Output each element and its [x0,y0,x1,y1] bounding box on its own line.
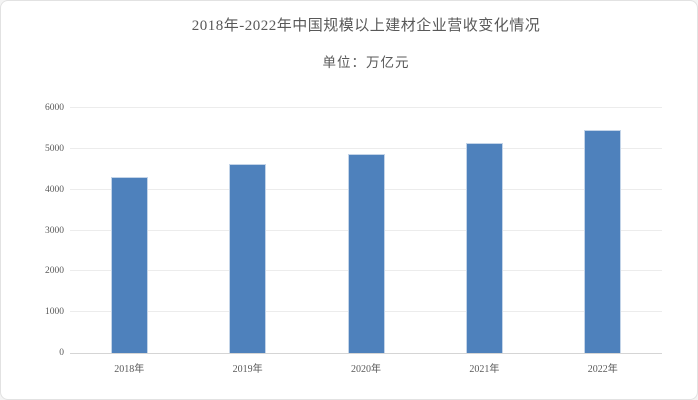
bar-2020年 [347,153,385,353]
y-tick-label-3000: 3000 [45,225,64,236]
y-tick-label-4000: 4000 [45,184,64,195]
y-tick-label-0: 0 [59,348,64,358]
gridline-6000 [70,107,662,108]
plot-area [70,107,662,354]
gridline-5000 [70,147,662,149]
x-tick-label-2022年: 2022年 [587,364,618,375]
x-tick-label-2019年: 2019年 [232,364,263,375]
chart-title: 2018年-2022年中国规模以上建材企业营收变化情况 [191,18,541,34]
y-tick-label-6000: 6000 [45,103,64,113]
bar-2019年 [229,164,267,353]
y-tick-label-1000: 1000 [45,307,64,318]
x-tick-label-2018年: 2018年 [114,364,145,375]
y-tick-label-5000: 5000 [45,143,64,154]
y-tick-label-2000: 2000 [45,266,64,277]
x-tick-label-2021年: 2021年 [469,364,500,375]
chart-unit-label: 单位：万亿元 [322,55,410,70]
bar-2018年 [110,177,148,353]
chart-header: 2018年-2022年中国规模以上建材企业营收变化情况 单位：万亿元 [70,1,662,71]
bar-2022年 [584,129,622,353]
x-tick-label-2020年: 2020年 [350,364,381,375]
bar-2021年 [465,142,503,353]
